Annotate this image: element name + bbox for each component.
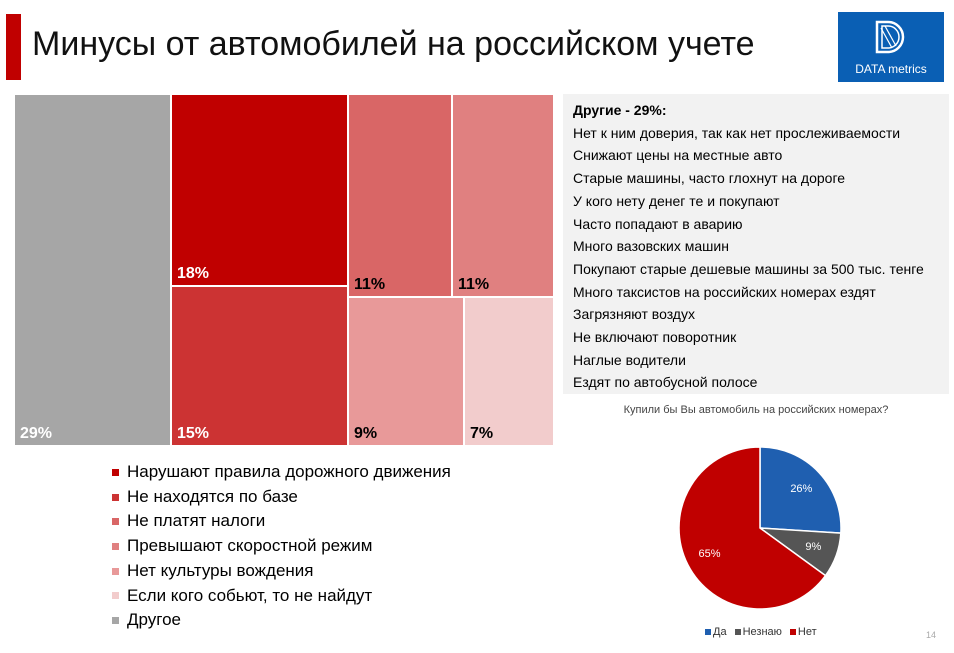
treemap-tile-label: 11%: [354, 276, 386, 293]
pie-legend-swatch: [705, 629, 711, 635]
other-reasons-heading: Другие - 29%:: [573, 102, 667, 118]
legend-item: Другое: [112, 608, 451, 633]
legend-label: Нарушают правила дорожного движения: [127, 462, 451, 481]
pie-slice-label: 9%: [805, 541, 822, 554]
page-number: 14: [926, 630, 937, 640]
treemap-tile-label: 11%: [458, 276, 490, 293]
treemap-tile: 15%: [171, 286, 348, 446]
page-title: Минусы от автомобилей на российском учет…: [32, 25, 755, 63]
pie-legend-label: Незнаю: [742, 626, 782, 638]
legend-swatch: [112, 468, 119, 476]
legend-item: Не платят налоги: [112, 509, 451, 534]
legend-swatch: [112, 567, 119, 575]
other-reason-item: Много вазовских машин: [573, 238, 729, 255]
legend-label: Другое: [127, 610, 182, 630]
treemap-tile: 9%: [348, 297, 464, 446]
other-reason-item: Покупают старые дешевые машины за 500 ты…: [573, 260, 924, 277]
legend-swatch: [112, 542, 119, 550]
pie-legend-item: Да: [705, 626, 727, 638]
data-metrics-logo: DATA metrics: [838, 12, 944, 82]
pie-slice-label: 26%: [790, 483, 813, 496]
legend-item: Нет культуры вождения: [112, 559, 451, 584]
legend-swatch: [112, 592, 119, 600]
pie-chart: [678, 446, 842, 610]
treemap-tile-label: 18%: [177, 265, 210, 282]
legend-swatch: [112, 493, 119, 501]
legend-label: Не находятся по базе: [127, 486, 298, 506]
treemap-tile-label: 9%: [354, 425, 378, 442]
pie-slice: [759, 446, 842, 534]
legend-item: Нарушают правила дорожного движения: [112, 460, 451, 485]
treemap-tile-label: 29%: [20, 425, 53, 442]
treemap-legend: Нарушают правила дорожного движения Не на…: [112, 460, 451, 633]
other-reason-item: Часто попадают в аварию: [573, 215, 743, 232]
pie-slice: [678, 446, 827, 610]
other-reason-item: Старые машины, часто глохнут на дороге: [573, 170, 846, 187]
pie-legend-item: Нет: [789, 626, 817, 638]
legend-swatch: [112, 518, 119, 526]
treemap-tile-label: 7%: [470, 425, 494, 442]
pie-legend-label: Нет: [797, 626, 817, 638]
title-accent-bar: [6, 14, 21, 80]
other-reason-item: Загрязняют воздух: [573, 306, 695, 323]
pie-legend-item: Незнаю: [734, 626, 782, 638]
legend-swatch: [112, 617, 119, 625]
pie-legend-label: Да: [713, 626, 727, 638]
legend-label: Превышают скоростной режим: [127, 536, 373, 556]
legend-label: Нет культуры вождения: [127, 560, 314, 580]
other-reason-item: У кого нету денег те и покупают: [573, 192, 780, 209]
other-reason-item: Ездят по автобусной полосе: [573, 374, 758, 391]
other-reason-item: Нет к ним доверия, так как нет прослежив…: [573, 124, 901, 141]
treemap-tile-label: 15%: [177, 425, 210, 442]
d-letter-logo-icon: [875, 20, 905, 54]
treemap-tile: 29%: [14, 94, 171, 446]
logo-text: DATA metrics: [855, 62, 927, 76]
pie-legend: Да Незнаю Нет: [705, 626, 817, 638]
other-reason-item: Много таксистов на российских номерах ез…: [573, 283, 876, 300]
pie-legend-swatch: [789, 629, 796, 635]
legend-item: Превышают скоростной режим: [112, 534, 451, 559]
pie-legend-swatch: [734, 629, 741, 635]
treemap-tile: 7%: [464, 297, 554, 446]
legend-label: Не платят налоги: [127, 511, 266, 531]
legend-item: Не находятся по базе: [112, 485, 451, 510]
legend-item: Если кого собьют, то не найдут: [112, 584, 451, 609]
other-reasons-list: Нет к ним доверия, так как нет прослежив…: [573, 122, 949, 394]
other-reason-item: Снижают цены на местные авто: [573, 147, 783, 164]
pie-slice-label: 65%: [698, 547, 721, 560]
other-reason-item: Не включают поворотник: [573, 329, 737, 346]
treemap-tile: 11%: [348, 94, 452, 297]
other-reasons-box: Другие - 29%: Нет к ним доверия, так как…: [563, 94, 949, 394]
legend-label: Если кого собьют, то не найдут: [127, 585, 373, 605]
treemap-tile: 18%: [171, 94, 348, 286]
pie-title: Купили бы Вы автомобиль на российских но…: [623, 404, 889, 416]
other-reason-item: Наглые водители: [573, 351, 686, 368]
treemap-tile: 11%: [452, 94, 554, 297]
